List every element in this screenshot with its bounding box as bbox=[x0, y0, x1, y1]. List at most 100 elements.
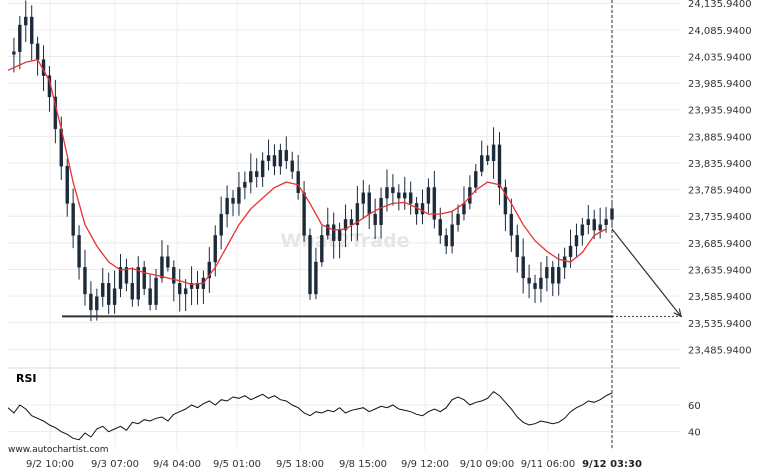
candle-body bbox=[545, 267, 549, 279]
candle-body bbox=[231, 197, 235, 204]
candle-body bbox=[272, 155, 277, 167]
candle-body bbox=[314, 261, 318, 295]
price-y-tick-label: 23,585.9400 bbox=[688, 292, 752, 303]
candle-body bbox=[101, 283, 105, 297]
candle-body bbox=[474, 171, 478, 188]
candle-body bbox=[320, 235, 324, 263]
candle-body bbox=[557, 267, 561, 284]
candle-body bbox=[249, 171, 253, 183]
candle-body bbox=[598, 224, 602, 231]
candle-body bbox=[266, 155, 271, 162]
price-y-tick-label: 23,885.9400 bbox=[688, 132, 752, 143]
candle-body bbox=[515, 235, 519, 257]
candle-body bbox=[456, 213, 460, 225]
candle-body bbox=[18, 24, 22, 52]
price-y-tick-label: 23,735.9400 bbox=[688, 212, 752, 223]
x-tick-label: 9/5 18:00 bbox=[276, 459, 324, 470]
price-y-tick-label: 23,935.9400 bbox=[688, 106, 752, 117]
price-y-tick-label: 23,485.9400 bbox=[688, 345, 752, 356]
x-tick-label: 9/12 03:30 bbox=[582, 459, 642, 470]
candle-body bbox=[12, 51, 16, 55]
rsi-plot bbox=[7, 391, 613, 441]
price-y-tick-label: 23,635.9400 bbox=[688, 265, 752, 276]
candle-body bbox=[610, 208, 614, 220]
candle-body bbox=[183, 288, 188, 295]
candle-body bbox=[420, 203, 425, 215]
candle-body bbox=[373, 213, 377, 225]
candle-body bbox=[604, 219, 608, 225]
candle-body bbox=[426, 187, 431, 204]
credit-text: www.autochartist.com bbox=[8, 445, 109, 455]
candle-body bbox=[450, 224, 454, 247]
candle-body bbox=[65, 165, 69, 204]
candle-body bbox=[438, 219, 442, 236]
candle-body bbox=[326, 224, 330, 236]
rsi-y-tick-label: 60 bbox=[688, 401, 701, 412]
candle-body bbox=[444, 235, 448, 247]
price-y-tick-label: 23,785.9400 bbox=[688, 186, 752, 197]
axes: 24,135.9400 24,085.9400 24,035.9400 23,985.… bbox=[26, 0, 752, 470]
candle-body bbox=[562, 256, 567, 268]
candle-body bbox=[349, 219, 354, 225]
candle-body bbox=[355, 203, 360, 225]
candle-body bbox=[551, 267, 555, 284]
projection-arrow-line bbox=[611, 228, 682, 317]
price-y-tick-label: 23,535.9400 bbox=[688, 319, 752, 330]
candle-body bbox=[178, 283, 182, 295]
candle-body bbox=[130, 283, 135, 300]
candle-body bbox=[136, 267, 140, 300]
candle-body bbox=[592, 219, 596, 231]
candle-body bbox=[255, 171, 259, 178]
candle-body bbox=[497, 144, 502, 188]
candle-body bbox=[527, 277, 531, 284]
price-y-tick-label: 24,085.9400 bbox=[688, 26, 752, 37]
candle-body bbox=[24, 16, 28, 26]
x-tick-label: 9/3 07:00 bbox=[91, 459, 139, 470]
x-tick-label: 9/8 15:00 bbox=[339, 459, 387, 470]
candle-body bbox=[237, 187, 241, 204]
candle-body bbox=[503, 187, 508, 215]
candle-body bbox=[207, 261, 212, 279]
candle-body bbox=[385, 187, 389, 199]
candle-body bbox=[35, 43, 40, 60]
candle-body bbox=[343, 219, 348, 231]
candle-body bbox=[290, 160, 294, 172]
candle-body bbox=[142, 267, 146, 289]
candle-body bbox=[160, 256, 164, 279]
candle-body bbox=[337, 229, 342, 241]
candle-body bbox=[533, 283, 537, 289]
x-tick-label: 9/10 09:00 bbox=[460, 459, 514, 470]
candle-body bbox=[391, 187, 395, 193]
price-y-tick-label: 23,685.9400 bbox=[688, 239, 752, 250]
candle-body bbox=[189, 283, 194, 289]
candle-body bbox=[83, 267, 87, 295]
candle-body bbox=[397, 192, 401, 199]
candle-body bbox=[568, 245, 573, 257]
candle-body bbox=[89, 293, 93, 311]
projection-arrow-head bbox=[673, 308, 682, 318]
candle-body bbox=[154, 277, 158, 305]
candle-body bbox=[260, 160, 265, 178]
candle-body bbox=[166, 256, 170, 268]
candle-body bbox=[243, 181, 247, 188]
candle-body bbox=[462, 203, 466, 215]
candle-body bbox=[112, 288, 117, 305]
candle-body bbox=[586, 219, 591, 225]
candle-body bbox=[574, 235, 579, 247]
candle-body bbox=[361, 192, 365, 204]
candle-body bbox=[124, 267, 129, 284]
x-tick-label: 9/4 04:00 bbox=[153, 459, 201, 470]
x-tick-label: 9/2 10:00 bbox=[26, 459, 74, 470]
candle-body bbox=[331, 224, 336, 241]
candle-body bbox=[580, 224, 585, 236]
price-y-tick-label: 24,035.9400 bbox=[688, 52, 752, 63]
candle-body bbox=[77, 235, 81, 268]
candle-body bbox=[148, 288, 152, 305]
x-tick-label: 9/9 12:00 bbox=[401, 459, 449, 470]
candle-body bbox=[219, 213, 223, 236]
candle-body bbox=[71, 203, 75, 236]
candle-body bbox=[367, 192, 371, 215]
watermark: What2Trade bbox=[280, 230, 409, 252]
price-y-tick-label: 24,135.9400 bbox=[688, 0, 752, 10]
